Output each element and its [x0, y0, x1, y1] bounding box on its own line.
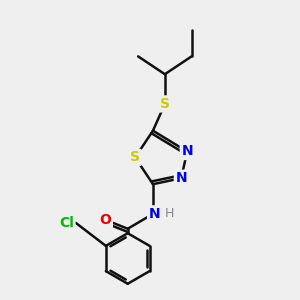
- Text: S: S: [160, 97, 170, 111]
- Text: H: H: [165, 207, 174, 220]
- Text: N: N: [148, 207, 160, 221]
- Text: N: N: [176, 171, 187, 185]
- Text: O: O: [100, 213, 111, 227]
- Text: Cl: Cl: [59, 216, 74, 230]
- Text: S: S: [130, 150, 140, 164]
- Text: N: N: [181, 145, 193, 158]
